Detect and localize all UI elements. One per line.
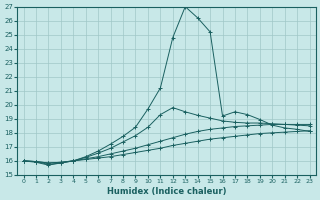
X-axis label: Humidex (Indice chaleur): Humidex (Indice chaleur) (107, 187, 226, 196)
